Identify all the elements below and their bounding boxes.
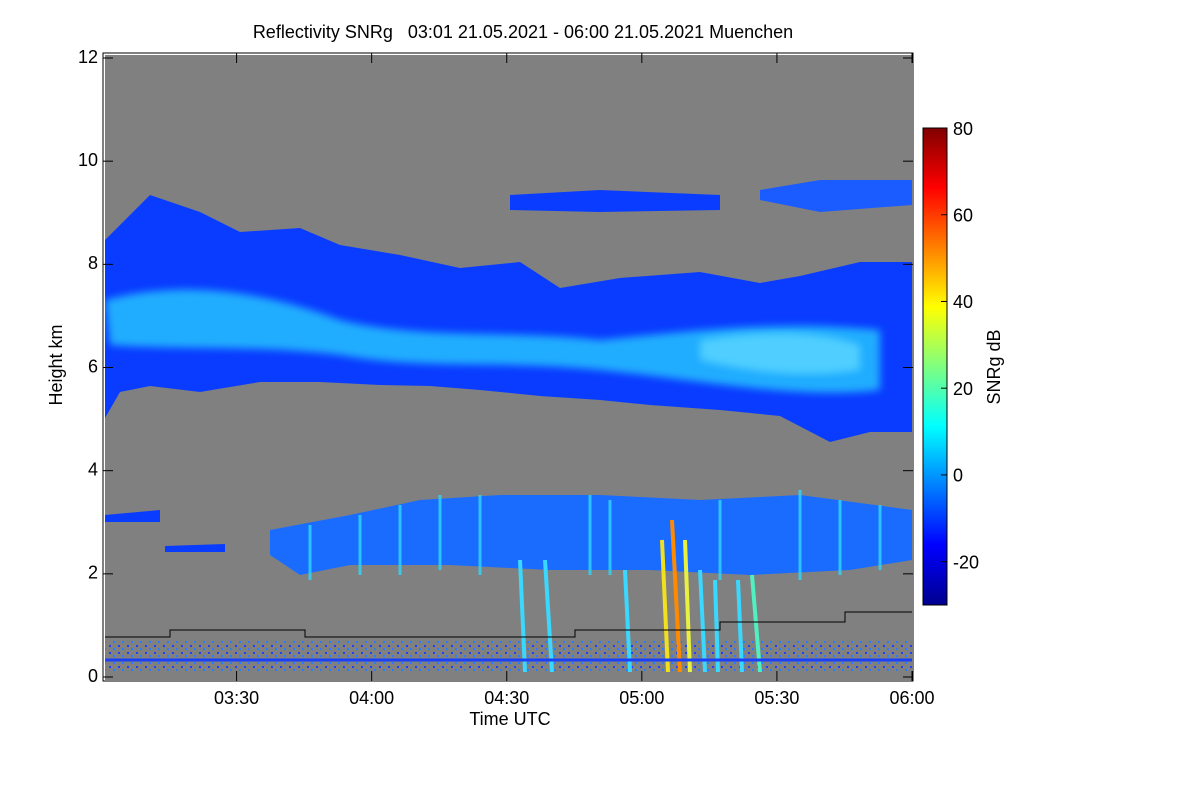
x-axis-label: Time UTC <box>469 709 550 729</box>
chart-title: Reflectivity SNRg 03:01 21.05.2021 - 06:… <box>253 22 793 42</box>
y-tick-label: 4 <box>88 459 98 479</box>
colorbar-tick-label: 0 <box>953 466 963 486</box>
colorbar-tick-label: 80 <box>953 119 973 139</box>
x-tick-label: 03:30 <box>214 688 259 708</box>
y-tick-label: 6 <box>88 356 98 376</box>
colorbar-label: SNRg dB <box>984 329 1004 404</box>
x-tick-label: 06:00 <box>889 688 934 708</box>
y-tick-label: 0 <box>88 666 98 686</box>
x-tick-label: 04:30 <box>484 688 529 708</box>
y-tick-label: 12 <box>78 47 98 67</box>
x-tick-label: 05:30 <box>754 688 799 708</box>
colorbar <box>922 127 948 606</box>
colorbar-tick-label: 20 <box>953 379 973 399</box>
y-axis-label: Height km <box>46 324 66 405</box>
y-tick-label: 8 <box>88 253 98 273</box>
colorbar-tick-label: 60 <box>953 205 973 225</box>
x-tick-label: 04:00 <box>349 688 394 708</box>
x-tick-label: 05:00 <box>619 688 664 708</box>
y-tick-label: 2 <box>88 563 98 583</box>
y-tick-label: 10 <box>78 150 98 170</box>
colorbar-tick-label: 40 <box>953 292 973 312</box>
radar-image <box>105 55 912 680</box>
colorbar-tick-label: -20 <box>953 552 979 572</box>
